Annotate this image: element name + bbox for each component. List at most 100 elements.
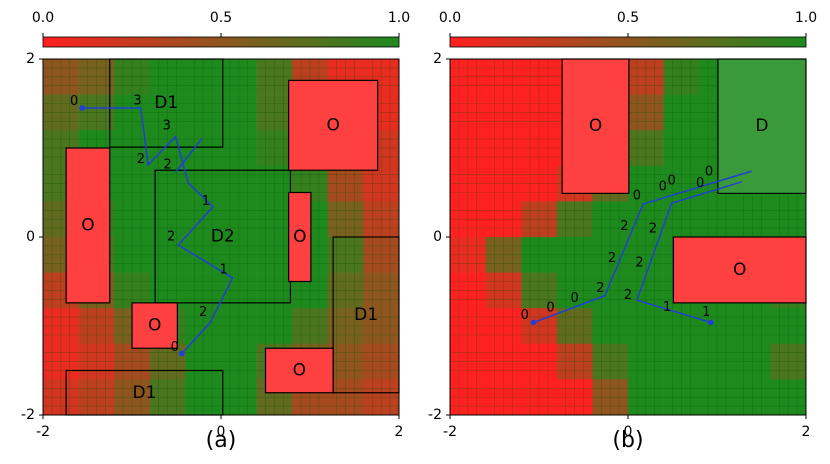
heatmap-cell xyxy=(256,94,293,131)
heatmap-cell xyxy=(292,308,329,345)
trajectory-point xyxy=(79,105,85,111)
heatmap-cell xyxy=(450,308,486,345)
heatmap-cell xyxy=(450,130,486,167)
heatmap-cell xyxy=(699,343,736,380)
heatmap-cell xyxy=(221,165,257,202)
heatmap-cell xyxy=(521,94,558,131)
colorbar-tick-label: 0.5 xyxy=(617,10,639,26)
step-label: 0 xyxy=(570,291,578,306)
step-label: 2 xyxy=(624,288,632,303)
heatmap-cell xyxy=(450,165,486,202)
heatmap-cell xyxy=(663,94,700,131)
colorbar xyxy=(42,36,400,48)
heatmap-cell xyxy=(485,379,522,416)
heatmap-cell xyxy=(43,308,79,345)
x-tick-label: -2 xyxy=(36,424,50,440)
heatmap-cell xyxy=(556,237,593,273)
heatmap-cell xyxy=(450,201,486,238)
y-tick-label: 0 xyxy=(26,229,35,245)
heatmap-cell xyxy=(556,379,593,416)
y-tick-label: -2 xyxy=(428,407,442,423)
heatmap-cell xyxy=(628,343,664,380)
heatmap-cell xyxy=(256,165,293,202)
heatmap-cell xyxy=(221,130,257,167)
heatmap-cell xyxy=(78,308,115,345)
x-tick-label: -2 xyxy=(443,424,457,440)
heatmap-cell xyxy=(485,165,522,202)
panel: 0.0 0.5 1.0 D1 D2 O O O O O D1 D1 0 3 3 2 2 1 2 1 2 0 -2 0 2 -2 0 2… xyxy=(21,10,410,453)
region-label: D1 xyxy=(154,93,178,113)
heatmap-cell xyxy=(114,201,151,238)
region-label: O xyxy=(81,215,94,235)
region-label: D1 xyxy=(133,383,157,403)
step-label: 1 xyxy=(202,194,210,209)
heatmap-cell xyxy=(556,343,593,380)
heatmap-cell xyxy=(149,59,186,95)
region xyxy=(131,302,178,349)
heatmap-cell xyxy=(663,379,700,416)
step-label: 2 xyxy=(137,152,145,167)
heatmap-cell xyxy=(628,165,664,202)
heatmap-cell xyxy=(149,130,186,167)
heatmap-cell xyxy=(327,201,364,238)
heatmap-cell xyxy=(592,379,629,416)
heatmap-cell xyxy=(770,343,807,380)
heatmap-cell xyxy=(699,308,736,345)
heatmap-cell xyxy=(78,59,115,95)
heatmap-cell xyxy=(770,201,807,238)
heatmap-cell xyxy=(521,272,558,309)
heatmap-cell xyxy=(221,59,257,95)
heatmap-cell xyxy=(628,308,664,345)
heatmap-cell xyxy=(556,308,593,345)
heatmap-cell xyxy=(149,165,186,202)
step-label: 1 xyxy=(663,300,671,315)
heatmap-cell xyxy=(770,379,807,416)
heatmap-cell xyxy=(327,237,364,273)
trajectory-point xyxy=(179,350,185,357)
heatmap-cell xyxy=(663,130,700,167)
x-tick-label: 0 xyxy=(624,424,633,440)
trajectory xyxy=(635,181,743,324)
heatmap-cell xyxy=(221,237,257,273)
region xyxy=(561,58,630,194)
heatmap-cell xyxy=(185,94,222,131)
heatmap-cell xyxy=(185,165,222,202)
heatmap-cell xyxy=(699,201,736,238)
colorbar-tick-label: 1.0 xyxy=(795,10,817,26)
heatmap-cell xyxy=(485,201,522,238)
heatmap-cell xyxy=(485,343,522,380)
y-tick-label: 0 xyxy=(433,229,442,245)
heatmap-cell xyxy=(628,201,664,238)
heatmap-cell xyxy=(78,379,115,416)
heatmap-cell xyxy=(363,343,400,380)
y-tick-label: 2 xyxy=(433,51,442,67)
heatmap-cell xyxy=(363,272,400,309)
region-label: O xyxy=(293,361,306,381)
heatmap-cell xyxy=(327,379,364,416)
heatmap-cell xyxy=(363,201,400,238)
heatmap-cell xyxy=(43,343,79,380)
step-label: 2 xyxy=(163,157,171,172)
step-label: 1 xyxy=(220,262,228,277)
heatmap-cell xyxy=(521,343,558,380)
step-label: 2 xyxy=(199,305,207,320)
step-label: 0 xyxy=(705,165,713,180)
trajectory-point xyxy=(530,319,537,326)
heatmap-cell xyxy=(485,308,522,345)
colorbar-tick-label: 0.0 xyxy=(32,10,54,26)
heatmap-cell xyxy=(327,272,364,309)
heatmap-cell xyxy=(114,237,151,273)
heatmap-cell xyxy=(185,379,222,416)
heatmap-cell xyxy=(327,165,364,202)
heatmap-cell xyxy=(663,343,700,380)
region xyxy=(288,191,312,283)
trajectory xyxy=(175,137,203,173)
heatmap-cell xyxy=(592,343,629,380)
region-label: D xyxy=(755,116,768,136)
step-label: 2 xyxy=(608,251,616,266)
region-label: O xyxy=(326,115,339,135)
heatmap-cell xyxy=(43,59,79,95)
heatmap-cell xyxy=(556,201,593,238)
colorbar xyxy=(449,36,807,48)
heatmap-cell xyxy=(363,237,400,273)
